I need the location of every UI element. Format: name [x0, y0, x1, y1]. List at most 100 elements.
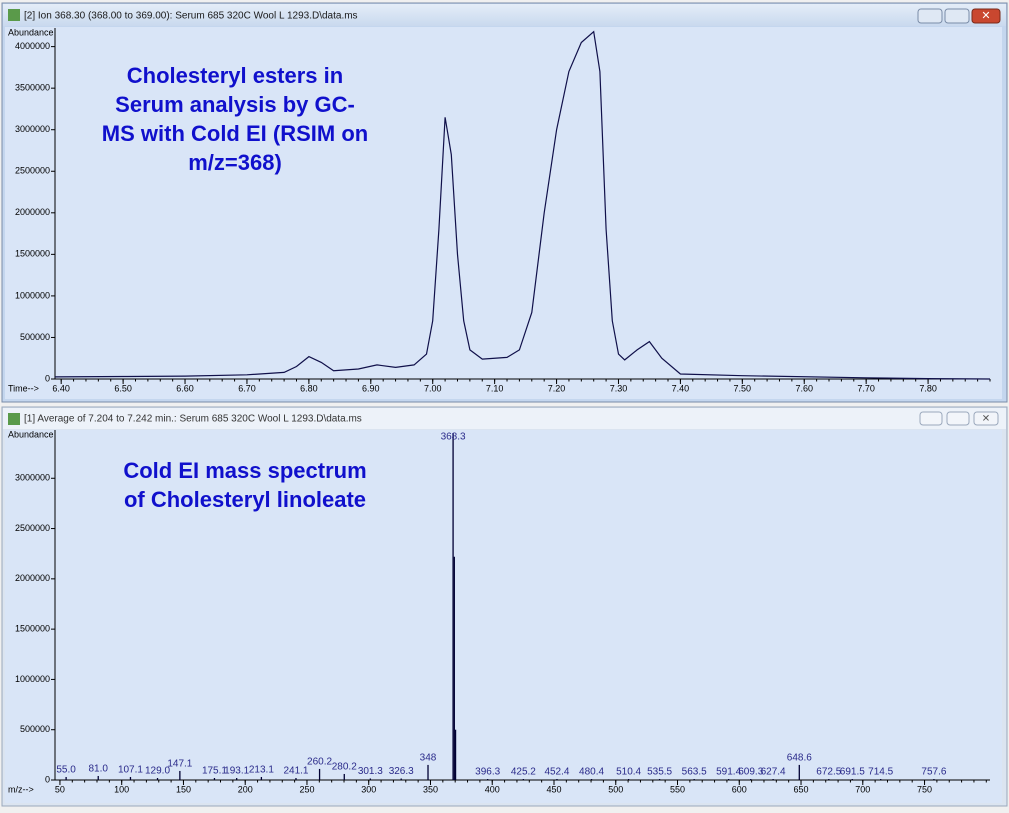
x-tick-label: 6.80: [300, 383, 318, 393]
x-tick-label: 500: [608, 784, 623, 794]
window-icon: [8, 413, 20, 425]
x-tick-label: 700: [855, 784, 870, 794]
x-tick-label: 550: [670, 784, 685, 794]
peak-label: 691.5: [840, 767, 865, 778]
peak-label: 175.1: [202, 766, 227, 777]
x-tick-label: 50: [55, 784, 65, 794]
title-bar: [3, 4, 1006, 26]
maximize-button[interactable]: [946, 411, 970, 426]
peak-label: 55.0: [56, 765, 76, 776]
peak-label: 535.5: [647, 767, 672, 778]
x-tick-label: 6.70: [238, 383, 256, 393]
x-tick-label: 6.50: [114, 383, 132, 393]
window-icon: [8, 9, 20, 21]
y-tick-label: 3000000: [15, 473, 50, 483]
y-axis-label: Abundance: [8, 429, 54, 439]
close-icon: ✕: [981, 10, 990, 22]
x-tick-label: 600: [732, 784, 747, 794]
x-tick-label: 400: [485, 784, 500, 794]
annotation: Serum analysis by GC-: [115, 92, 355, 117]
peak-label: 480.4: [579, 767, 604, 778]
x-axis-label: m/z-->: [8, 784, 34, 794]
x-tick-label: 7.60: [795, 383, 813, 393]
y-tick-label: 0: [45, 373, 50, 383]
peak-label: 563.5: [682, 767, 707, 778]
y-tick-label: 1500000: [15, 249, 50, 259]
close-icon: ✕: [982, 414, 990, 425]
x-tick-label: 7.20: [548, 383, 566, 393]
peak-label: 81.0: [88, 764, 108, 775]
annotation: Cold EI mass spectrum: [123, 458, 366, 483]
y-tick-label: 2000000: [15, 207, 50, 217]
peak-label: 368.3: [441, 432, 466, 443]
x-tick-label: 450: [546, 784, 561, 794]
peak-label: 241.1: [283, 766, 308, 777]
y-axis-label: Abundance: [8, 27, 54, 37]
peak-label: 510.4: [616, 767, 641, 778]
peak-label: 425.2: [511, 767, 536, 778]
y-tick-label: 500000: [20, 724, 50, 734]
peak-label: 213.1: [249, 765, 274, 776]
x-tick-label: 7.50: [734, 383, 752, 393]
x-tick-label: 6.60: [176, 383, 194, 393]
y-tick-label: 2500000: [15, 523, 50, 533]
maximize-button[interactable]: [944, 8, 970, 24]
chromatogram-line: [54, 30, 991, 380]
peak-label: 396.3: [475, 767, 500, 778]
peak-label: 452.4: [544, 767, 569, 778]
peak-label: 301.3: [358, 766, 383, 777]
x-tick-label: 6.90: [362, 383, 380, 393]
peak-label: 107.1: [118, 765, 143, 776]
peak-label: 348: [420, 753, 437, 764]
peak-label: 714.5: [868, 767, 893, 778]
x-tick-label: 200: [238, 784, 253, 794]
close-button[interactable]: [973, 411, 999, 426]
annotation: MS with Cold EI (RSIM on: [102, 121, 368, 146]
x-tick-label: 7.70: [857, 383, 875, 393]
y-tick-label: 2500000: [15, 166, 50, 176]
peak-label: 648.6: [787, 753, 812, 764]
y-tick-label: 1500000: [15, 624, 50, 634]
y-tick-label: 1000000: [15, 674, 50, 684]
annotation: m/z=368): [188, 150, 282, 175]
close-button[interactable]: [971, 8, 1001, 24]
peak-label: 129.0: [145, 766, 170, 777]
x-tick-label: 7.40: [672, 383, 690, 393]
peak-label: 147.1: [167, 759, 192, 770]
peak-label: 326.3: [389, 766, 414, 777]
peak-label: 260.2: [307, 757, 332, 768]
x-tick-label: 7.00: [424, 383, 442, 393]
x-tick-label: 100: [114, 784, 129, 794]
x-tick-label: 300: [361, 784, 376, 794]
peak-label: 757.6: [921, 767, 946, 778]
y-tick-label: 3500000: [15, 83, 50, 93]
x-tick-label: 750: [917, 784, 932, 794]
minimize-button[interactable]: [919, 411, 943, 426]
x-axis-label: Time-->: [8, 383, 39, 393]
y-tick-label: 4000000: [15, 41, 50, 51]
y-tick-label: 0: [45, 774, 50, 784]
y-tick-label: 500000: [20, 332, 50, 342]
peak-label: 627.4: [761, 767, 786, 778]
x-tick-label: 6.40: [52, 383, 70, 393]
x-tick-label: 250: [299, 784, 314, 794]
window-title: [2] Ion 368.30 (368.00 to 369.00): Serum…: [24, 11, 358, 22]
y-tick-label: 1000000: [15, 290, 50, 300]
x-tick-label: 350: [423, 784, 438, 794]
plot-background: [5, 430, 1002, 803]
peak-label: 591.4: [716, 767, 741, 778]
x-tick-label: 650: [794, 784, 809, 794]
window-title: [1] Average of 7.204 to 7.242 min.: Seru…: [24, 414, 362, 425]
x-tick-label: 7.80: [919, 383, 937, 393]
minimize-button[interactable]: [917, 8, 943, 24]
peak-label: 609.3: [738, 767, 763, 778]
peak-label: 672.5: [816, 767, 841, 778]
y-tick-label: 3000000: [15, 124, 50, 134]
x-tick-label: 7.10: [486, 383, 504, 393]
title-bar: [3, 408, 1006, 429]
y-tick-label: 2000000: [15, 573, 50, 583]
annotation: Cholesteryl esters in: [127, 63, 343, 88]
x-tick-label: 150: [176, 784, 191, 794]
